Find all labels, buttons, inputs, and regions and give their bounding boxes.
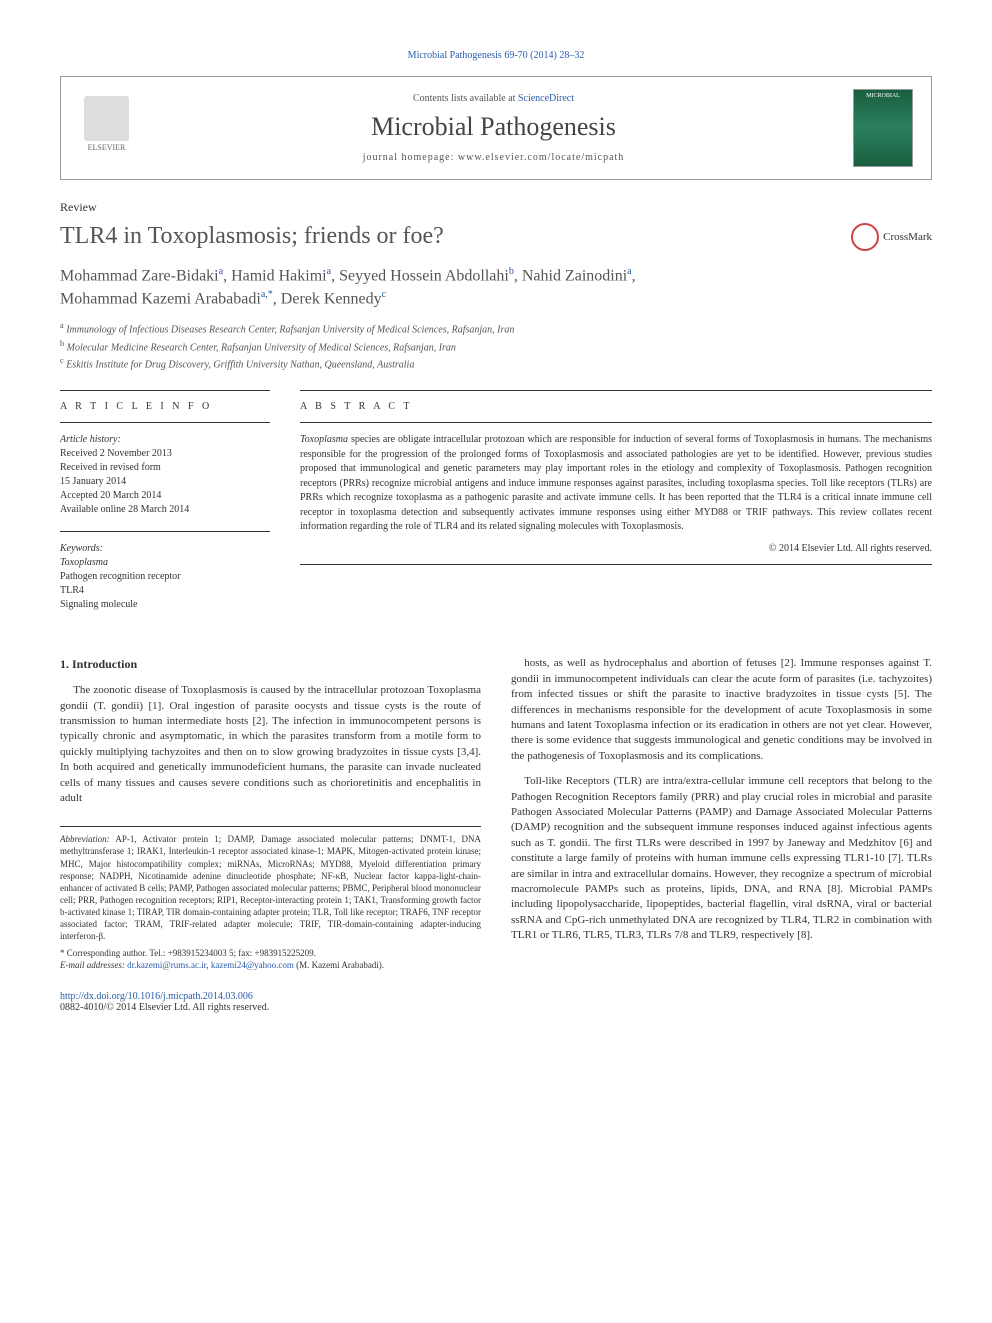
body-column-left: 1. Introduction The zoonotic disease of … <box>60 656 481 970</box>
body-paragraph: hosts, as well as hydrocephalus and abor… <box>511 656 932 764</box>
journal-homepage: journal homepage: www.elsevier.com/locat… <box>134 152 853 163</box>
abstract-heading: A B S T R A C T <box>300 401 932 412</box>
corresponding-email-link-2[interactable]: kazemi24@yahoo.com <box>211 960 294 970</box>
section-heading: 1. Introduction <box>60 656 481 673</box>
article-info-heading: A R T I C L E I N F O <box>60 401 270 412</box>
article-title: TLR4 in Toxoplasmosis; friends or foe? <box>60 223 444 250</box>
article-type: Review <box>60 200 932 215</box>
elsevier-logo: ELSEVIER <box>79 96 134 161</box>
body-paragraph: Toll-like Receptors (TLR) are intra/extr… <box>511 774 932 943</box>
abstract: A B S T R A C T Toxoplasma species are o… <box>300 390 932 626</box>
footnote-abbreviations: Abbreviation: AP-1, Activator protein 1;… <box>60 826 481 971</box>
doi-link[interactable]: http://dx.doi.org/10.1016/j.micpath.2014… <box>60 991 253 1002</box>
crossmark-icon <box>851 223 879 251</box>
doi-footer: http://dx.doi.org/10.1016/j.micpath.2014… <box>60 991 932 1013</box>
sciencedirect-link[interactable]: ScienceDirect <box>518 93 574 104</box>
corresponding-email-link[interactable]: dr.kazemi@rums.ac.ir <box>127 960 206 970</box>
abstract-copyright: © 2014 Elsevier Ltd. All rights reserved… <box>300 543 932 554</box>
journal-header: ELSEVIER Contents lists available at Sci… <box>60 76 932 180</box>
journal-cover-thumbnail <box>853 89 913 167</box>
author-list: Mohammad Zare-Bidakia, Hamid Hakimia, Se… <box>60 265 932 310</box>
journal-citation: Microbial Pathogenesis 69-70 (2014) 28–3… <box>60 50 932 61</box>
crossmark-button[interactable]: CrossMark <box>851 223 932 251</box>
contents-available: Contents lists available at ScienceDirec… <box>134 93 853 104</box>
journal-name: Microbial Pathogenesis <box>134 112 853 142</box>
body-column-right: hosts, as well as hydrocephalus and abor… <box>511 656 932 970</box>
body-paragraph: The zoonotic disease of Toxoplasmosis is… <box>60 683 481 806</box>
article-info: A R T I C L E I N F O Article history: R… <box>60 390 270 626</box>
affiliations: a Immunology of Infectious Diseases Rese… <box>60 320 932 372</box>
